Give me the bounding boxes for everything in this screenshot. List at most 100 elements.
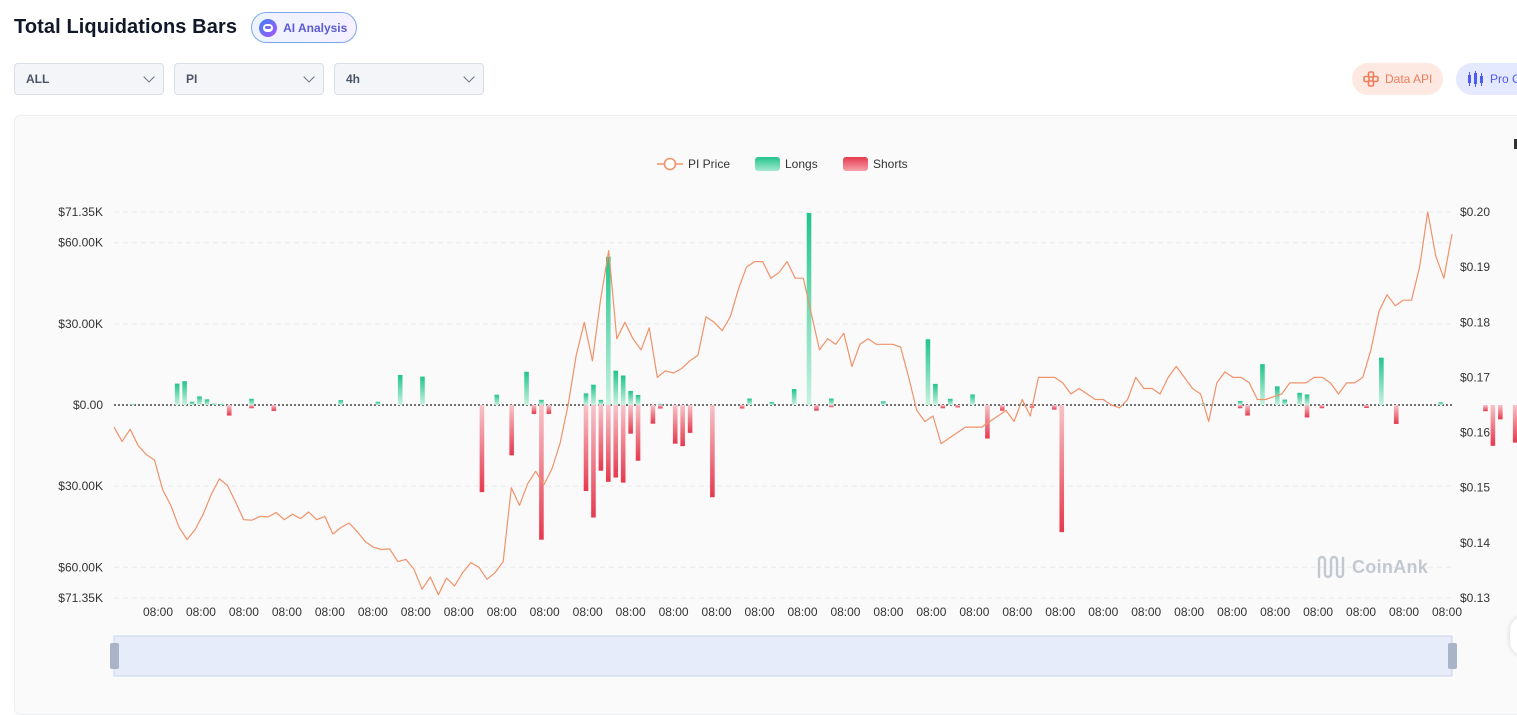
short-bar[interactable] (1237, 405, 1243, 409)
short-bar[interactable] (672, 405, 678, 444)
short-bar[interactable] (940, 405, 946, 409)
short-bar[interactable] (598, 405, 604, 471)
short-bar[interactable] (546, 405, 552, 414)
short-bar[interactable] (1490, 405, 1496, 446)
long-bar[interactable] (1297, 392, 1302, 405)
interval-select[interactable]: 4h (334, 63, 484, 95)
short-bar[interactable] (650, 405, 656, 424)
data-api-button[interactable]: Data API (1352, 63, 1443, 95)
short-bar[interactable] (985, 405, 990, 439)
legend-item-price[interactable]: PI Price (657, 157, 730, 171)
long-bar[interactable] (829, 398, 834, 405)
long-bar[interactable] (806, 212, 812, 405)
short-bar[interactable] (509, 405, 514, 456)
long-bar[interactable] (338, 400, 344, 405)
short-bar[interactable] (1498, 405, 1503, 420)
long-bar[interactable] (1200, 403, 1206, 405)
long-bar[interactable] (881, 401, 886, 405)
short-bar[interactable] (680, 405, 685, 447)
exchange-select[interactable]: ALL (14, 63, 164, 95)
zoom-handle-right[interactable] (1448, 643, 1457, 669)
long-bar[interactable] (189, 401, 195, 405)
long-bar[interactable] (219, 403, 225, 405)
short-bar[interactable] (249, 405, 254, 409)
long-bar[interactable] (1237, 400, 1243, 405)
long-bar[interactable] (182, 381, 187, 405)
long-bar[interactable] (747, 398, 752, 405)
long-bar[interactable] (620, 375, 626, 405)
long-bar[interactable] (420, 376, 425, 405)
long-bar[interactable] (1260, 364, 1265, 405)
long-bar[interactable] (130, 404, 135, 405)
long-bar[interactable] (1304, 394, 1310, 405)
long-bar[interactable] (212, 403, 217, 405)
long-bar[interactable] (947, 398, 953, 405)
long-bar[interactable] (197, 396, 202, 405)
long-bar[interactable] (524, 371, 529, 405)
short-bar[interactable] (814, 405, 819, 411)
short-bar[interactable] (539, 405, 544, 540)
short-bar[interactable] (1512, 405, 1517, 443)
short-bar[interactable] (1059, 405, 1065, 533)
long-bar[interactable] (174, 383, 180, 405)
short-bar[interactable] (531, 405, 537, 414)
legend-item-shorts[interactable]: Shorts (843, 157, 908, 171)
long-bar[interactable] (628, 390, 633, 405)
long-bar[interactable] (539, 399, 544, 405)
short-bar[interactable] (999, 405, 1005, 411)
toolbox-icon[interactable] (1514, 139, 1517, 149)
short-bar[interactable] (1304, 405, 1310, 418)
short-bar[interactable] (613, 405, 619, 478)
zoom-handle-left[interactable] (110, 643, 119, 669)
long-bar[interactable] (1379, 357, 1384, 405)
short-bar[interactable] (479, 405, 485, 493)
short-bar[interactable] (620, 405, 626, 483)
long-bar[interactable] (1438, 402, 1444, 405)
long-bar[interactable] (613, 370, 619, 405)
short-bar[interactable] (635, 405, 641, 461)
ai-analysis-button[interactable]: AI Analysis (251, 12, 358, 43)
short-bar[interactable] (271, 405, 277, 411)
coin-select[interactable]: PI (174, 63, 324, 95)
short-bar[interactable] (591, 405, 596, 518)
long-bar[interactable] (933, 383, 938, 405)
short-bar[interactable] (583, 405, 589, 492)
long-bar[interactable] (925, 339, 931, 405)
short-bar[interactable] (226, 405, 232, 416)
long-bar[interactable] (658, 403, 663, 405)
long-bar[interactable] (591, 384, 596, 405)
price-line[interactable] (113, 211, 1453, 596)
short-bar[interactable] (628, 405, 633, 434)
short-bar[interactable] (829, 405, 834, 408)
short-bar[interactable] (1245, 405, 1250, 416)
short-bar[interactable] (1393, 405, 1399, 424)
long-bar[interactable] (397, 374, 403, 405)
long-bar[interactable] (598, 399, 604, 405)
long-bar[interactable] (791, 389, 797, 405)
short-bar[interactable] (1364, 405, 1369, 408)
long-bar[interactable] (970, 394, 975, 405)
short-bar[interactable] (1319, 405, 1325, 409)
short-bar[interactable] (687, 405, 693, 433)
long-bar[interactable] (606, 256, 611, 405)
short-bar[interactable] (710, 405, 715, 498)
long-bar[interactable] (635, 394, 641, 405)
short-bar[interactable] (955, 405, 960, 408)
zoom-slider-track[interactable] (113, 635, 1453, 677)
long-bar[interactable] (769, 402, 775, 405)
long-bar[interactable] (494, 394, 500, 405)
long-bar[interactable] (249, 398, 254, 405)
short-bar[interactable] (606, 405, 611, 482)
pro-chart-button[interactable]: Pro C (1456, 63, 1517, 95)
short-bar[interactable] (1052, 405, 1057, 410)
short-bar[interactable] (658, 405, 663, 409)
short-bar[interactable] (739, 405, 745, 409)
zoom-slider[interactable] (110, 635, 1457, 677)
long-bar[interactable] (375, 401, 381, 405)
long-bar[interactable] (204, 399, 210, 405)
legend-item-longs[interactable]: Longs (755, 157, 818, 171)
scroll-handle[interactable] (1510, 616, 1517, 656)
long-bar[interactable] (583, 393, 589, 405)
short-bar[interactable] (1483, 405, 1488, 412)
long-bar[interactable] (1282, 399, 1288, 405)
